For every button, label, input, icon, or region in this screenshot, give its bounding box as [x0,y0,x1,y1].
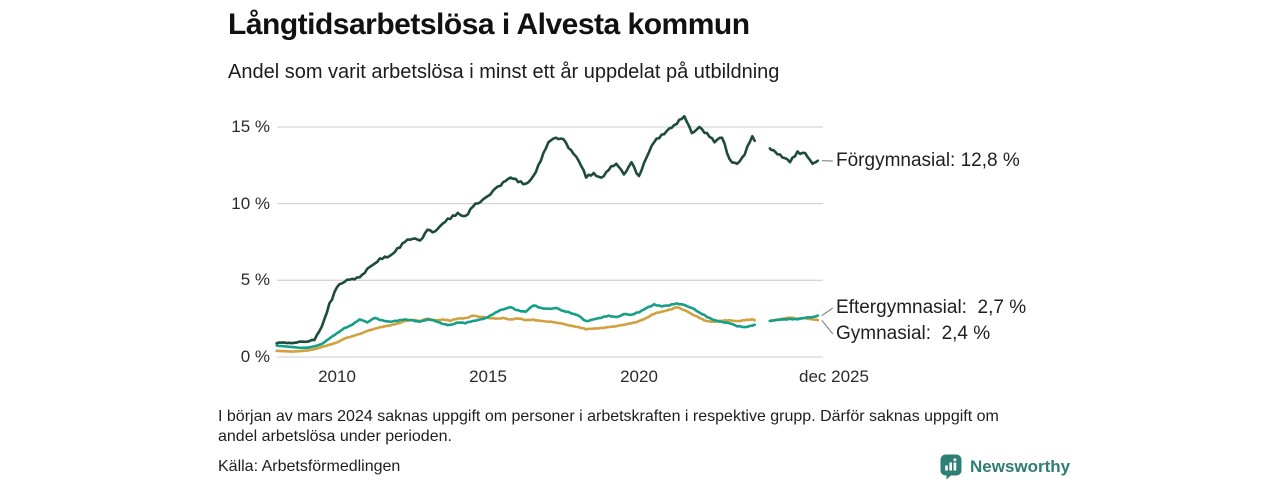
series-label-eftergymnasial: Eftergymnasial: 2,7 % [836,297,1026,319]
footnote-line-2: andel arbetslösa under perioden. [218,427,1088,447]
newsworthy-logo[interactable]: Newsworthy [940,454,1070,480]
x-axis-tick-2010: 2010 [272,366,402,388]
page-subtitle: Andel som varit arbetslösa i minst ett å… [228,61,779,84]
x-axis-tick-2015: 2015 [423,366,553,388]
series-line-gymnasial [277,307,755,351]
newsworthy-bar-chart-bubble-icon [940,454,964,480]
footnote: I början av mars 2024 saknas uppgift om … [218,407,1088,447]
x-axis-tick-2020: 2020 [574,366,704,388]
x-axis-tick-dec-2025: dec 2025 [769,366,899,388]
series-label-gymnasial: Gymnasial: 2,4 % [836,323,990,345]
series-label-forgymnasial: Förgymnasial: 12,8 % [836,150,1020,172]
y-axis-tick-5: 5 % [178,270,270,290]
y-axis-tick-10: 10 % [178,194,270,214]
series-line-förgymnasial [770,148,818,163]
label-connector-gymnasial [822,320,833,334]
label-connector-eftergymnasial [822,308,833,316]
source-credit: Källa: Arbetsförmedlingen [218,458,400,476]
newsworthy-wordmark: Newsworthy [970,457,1070,477]
page-title: Långtidsarbetslösa i Alvesta kommun [228,8,750,42]
y-axis-tick-0: 0 % [178,347,270,367]
y-axis-tick-15: 15 % [178,117,270,137]
footnote-line-1: I början av mars 2024 saknas uppgift om … [218,407,1088,427]
